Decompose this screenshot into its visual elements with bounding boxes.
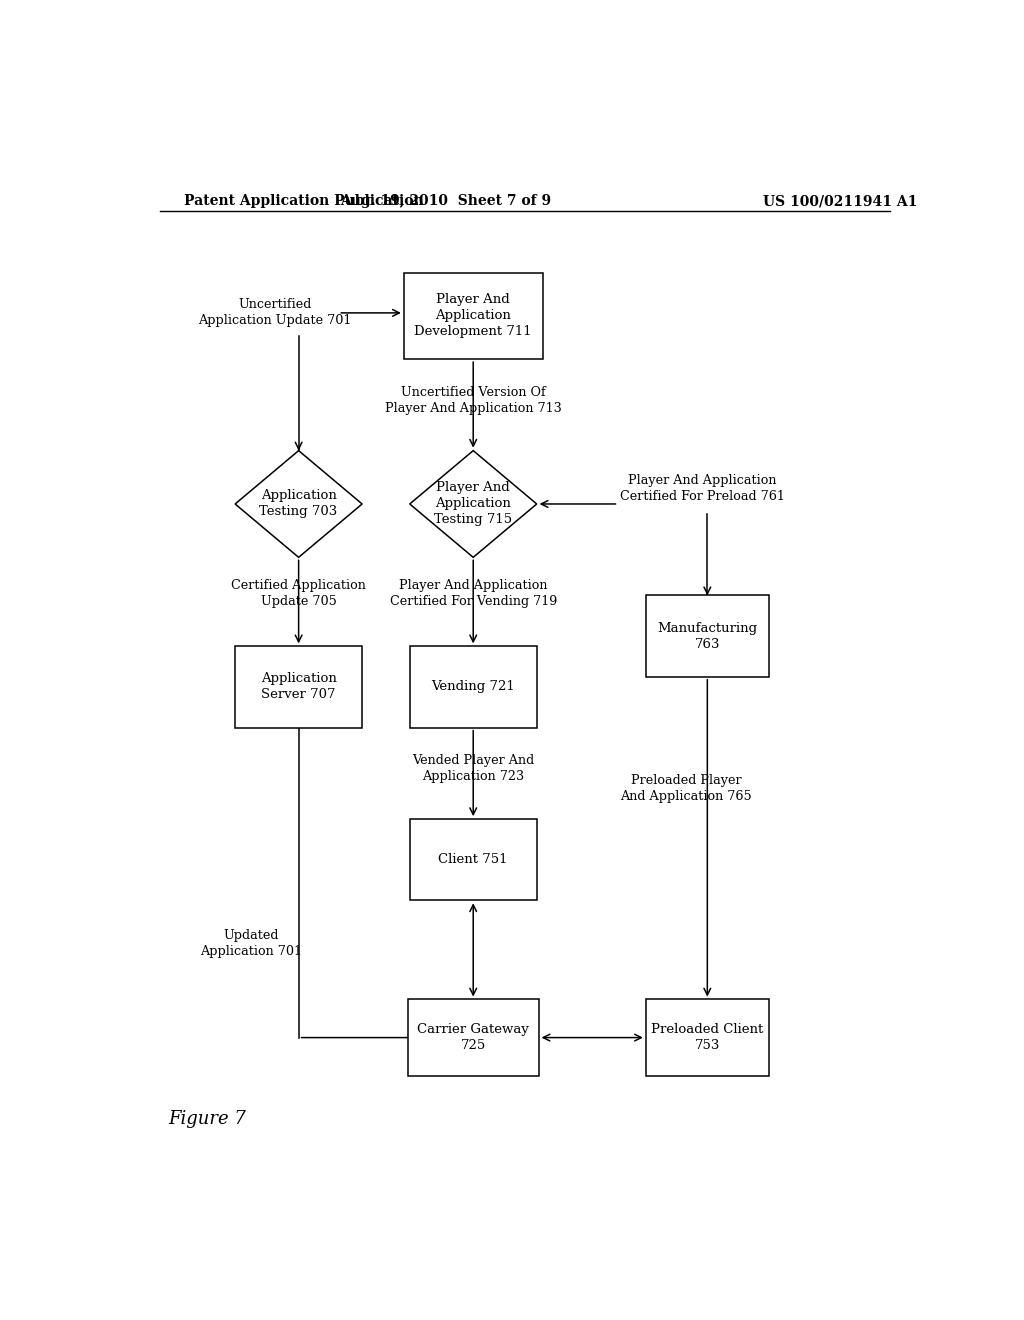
Text: Manufacturing
763: Manufacturing 763 xyxy=(657,622,758,651)
Text: Preloaded Client
753: Preloaded Client 753 xyxy=(651,1023,764,1052)
Text: Updated
Application 701: Updated Application 701 xyxy=(200,928,302,957)
Text: Preloaded Player
And Application 765: Preloaded Player And Application 765 xyxy=(620,774,752,803)
Text: Player And
Application
Development 711: Player And Application Development 711 xyxy=(415,293,532,338)
Text: Client 751: Client 751 xyxy=(438,853,508,866)
Text: Uncertified Version Of
Player And Application 713: Uncertified Version Of Player And Applic… xyxy=(385,385,561,414)
Polygon shape xyxy=(236,450,362,557)
FancyBboxPatch shape xyxy=(408,999,539,1076)
Text: Certified Application
Update 705: Certified Application Update 705 xyxy=(231,579,366,609)
FancyBboxPatch shape xyxy=(646,595,769,677)
Text: Application
Testing 703: Application Testing 703 xyxy=(259,490,338,519)
Text: Aug. 19, 2010  Sheet 7 of 9: Aug. 19, 2010 Sheet 7 of 9 xyxy=(340,194,551,209)
Text: US 100/0211941 A1: US 100/0211941 A1 xyxy=(763,194,918,209)
FancyBboxPatch shape xyxy=(410,647,537,727)
FancyBboxPatch shape xyxy=(410,818,537,900)
Polygon shape xyxy=(410,450,537,557)
FancyBboxPatch shape xyxy=(403,273,543,359)
Text: Player And Application
Certified For Preload 761: Player And Application Certified For Pre… xyxy=(620,474,785,503)
Text: Vended Player And
Application 723: Vended Player And Application 723 xyxy=(412,754,535,783)
Text: Figure 7: Figure 7 xyxy=(168,1110,247,1127)
Text: Vending 721: Vending 721 xyxy=(431,680,515,693)
Text: Uncertified
Application Update 701: Uncertified Application Update 701 xyxy=(198,298,351,327)
FancyBboxPatch shape xyxy=(236,647,362,727)
Text: Carrier Gateway
725: Carrier Gateway 725 xyxy=(417,1023,529,1052)
Text: Patent Application Publication: Patent Application Publication xyxy=(183,194,423,209)
FancyBboxPatch shape xyxy=(646,999,769,1076)
Text: Player And
Application
Testing 715: Player And Application Testing 715 xyxy=(434,482,512,527)
Text: Application
Server 707: Application Server 707 xyxy=(261,672,337,701)
Text: Player And Application
Certified For Vending 719: Player And Application Certified For Ven… xyxy=(389,579,557,609)
